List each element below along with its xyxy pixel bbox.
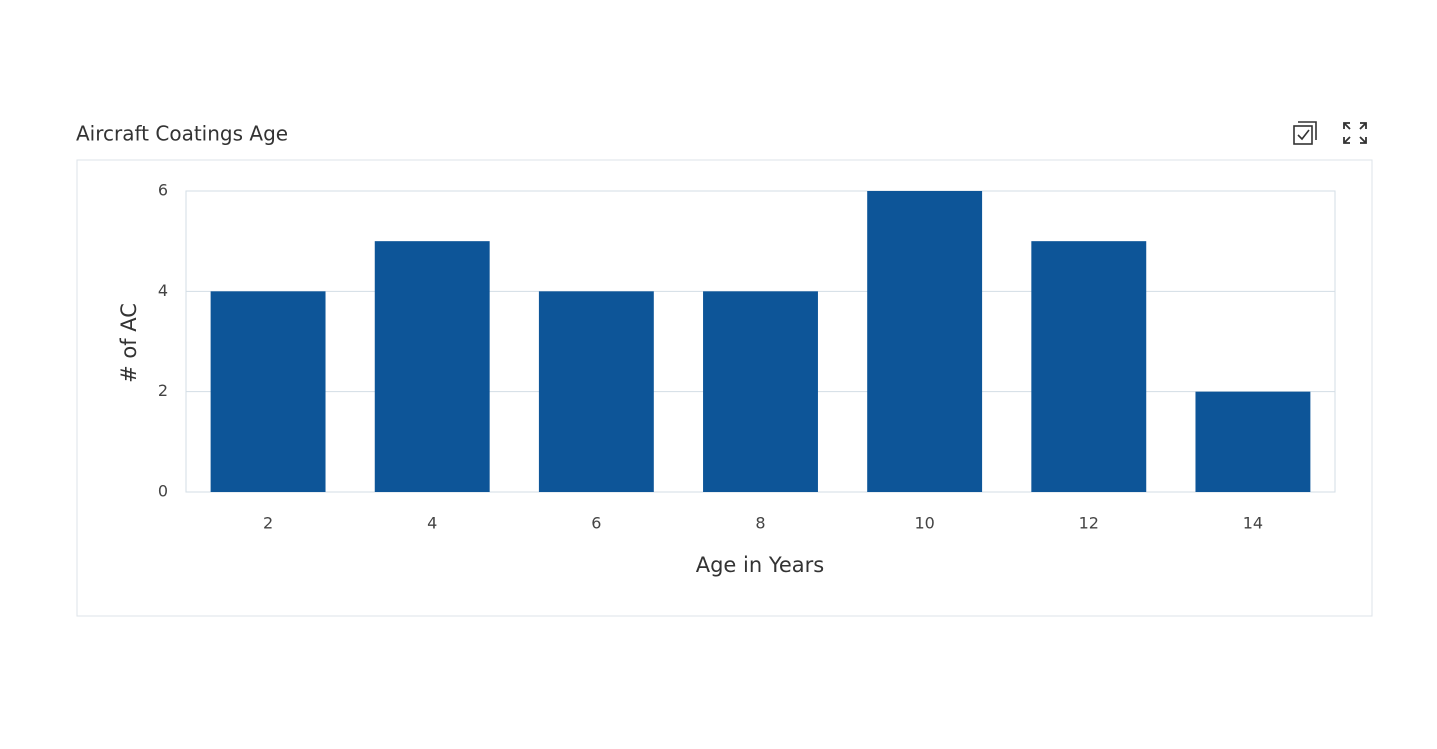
bar: [867, 191, 983, 492]
toggle-icon[interactable]: [1293, 121, 1317, 145]
checkmark: [1297, 129, 1310, 141]
bar: [538, 291, 654, 492]
bar: [210, 291, 326, 492]
widget-title: Aircraft Coatings Age: [76, 122, 288, 146]
checkbox-frame: [1293, 125, 1313, 145]
bar: [1195, 391, 1311, 492]
expand-arrows: [1343, 122, 1367, 144]
x-tick-label: 2: [263, 514, 273, 533]
x-tick-label: 4: [427, 514, 437, 533]
y-tick-label: 6: [158, 181, 168, 200]
x-tick-label: 12: [1079, 514, 1099, 533]
bar: [1031, 241, 1147, 492]
bar: [703, 291, 818, 492]
x-tick-label: 10: [914, 514, 934, 533]
x-axis-label: Age in Years: [696, 553, 825, 577]
checkbox-back: [1298, 121, 1317, 140]
y-axis-label: # of AC: [117, 303, 141, 383]
x-tick-label: 14: [1243, 514, 1263, 533]
expand-icon[interactable]: [1343, 122, 1367, 144]
y-tick-label: 0: [158, 482, 168, 501]
x-tick-label: 6: [591, 514, 601, 533]
x-tick-label: 8: [755, 514, 765, 533]
y-tick-label: 2: [158, 381, 168, 400]
y-tick-label: 4: [158, 281, 168, 300]
bar: [374, 241, 490, 492]
